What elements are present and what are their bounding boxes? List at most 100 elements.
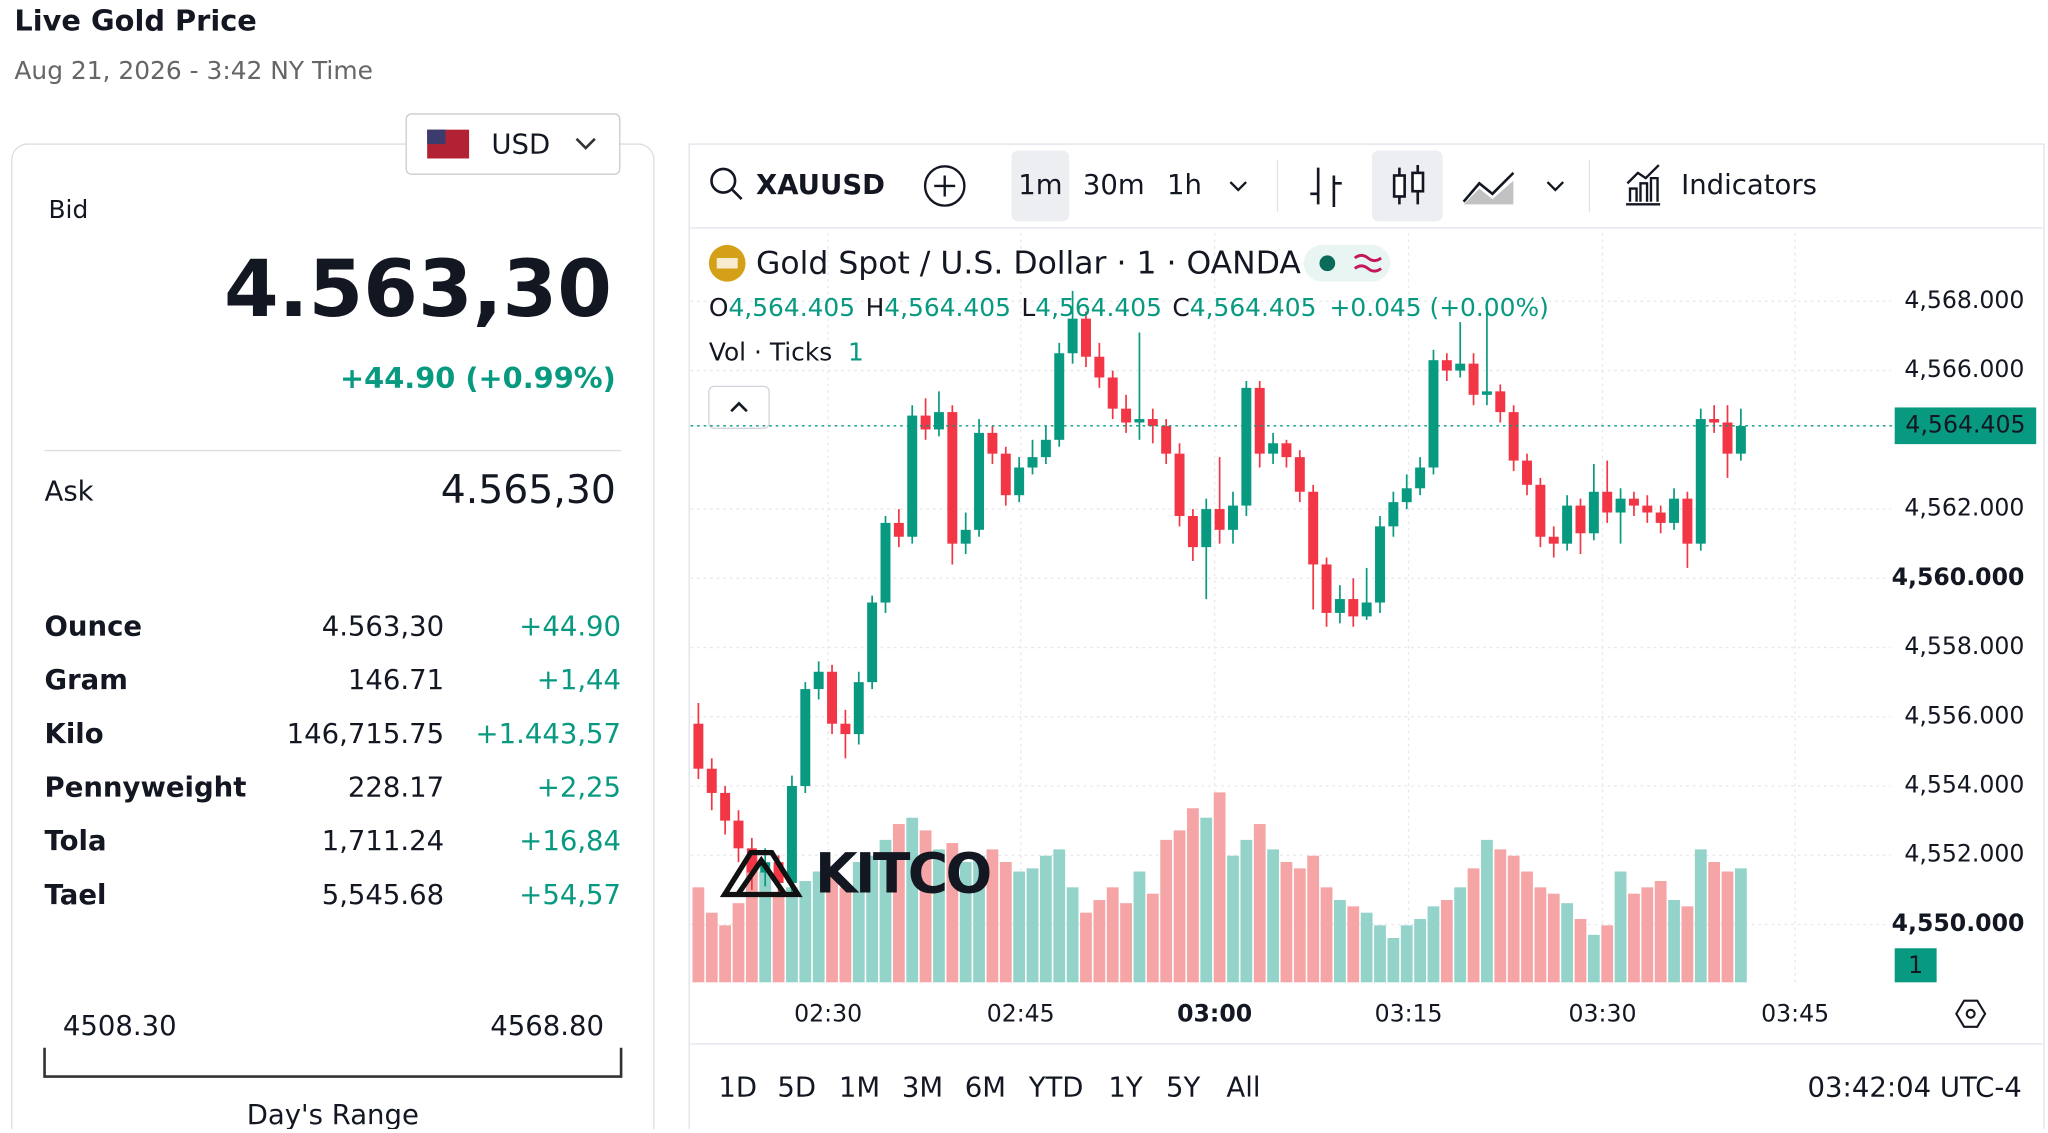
volume-bar: [1160, 839, 1173, 983]
range-button[interactable]: 5D: [777, 1071, 816, 1103]
candle-body: [1522, 460, 1533, 485]
candle-body: [1254, 387, 1265, 454]
candle-body: [827, 671, 838, 724]
candle-body: [933, 412, 944, 430]
symbol[interactable]: XAUUSD: [756, 169, 885, 201]
volume-bar: [759, 871, 772, 983]
volume-bar: [933, 849, 945, 983]
range-label: Day's Range: [247, 1099, 419, 1129]
add-icon: [934, 175, 956, 197]
candle-body: [1161, 425, 1172, 454]
volume-bar: [1093, 900, 1106, 983]
y-tick-label: 4,550.000: [1892, 909, 2025, 937]
volume-bar: [786, 887, 798, 983]
volume-bar: [1681, 906, 1694, 983]
volume-bar: [1427, 906, 1440, 983]
range-button[interactable]: 1D: [718, 1071, 757, 1103]
add-button[interactable]: [923, 165, 966, 207]
unit-price: 146,715.75: [287, 718, 445, 750]
candle-body: [1201, 509, 1212, 548]
bar-icon[interactable]: [1310, 167, 1342, 207]
unit-name: Pennyweight: [45, 771, 247, 803]
volume-bar: [732, 903, 745, 983]
settings-icon[interactable]: [1955, 999, 1987, 1028]
x-tick-label: 02:45: [987, 1000, 1055, 1028]
candle-body: [1040, 439, 1051, 458]
last-price-label: 4,564.405: [1905, 410, 2025, 438]
volume-bar: [812, 871, 825, 983]
volume-bar: [1240, 839, 1253, 983]
interval-button[interactable]: 1m: [1018, 169, 1062, 201]
candle-button[interactable]: [1371, 150, 1443, 222]
candle-body: [1027, 457, 1038, 468]
candle-body: [947, 412, 958, 544]
candle-body: [1388, 502, 1399, 527]
volume-bar: [1708, 862, 1721, 983]
volume-bar: [1454, 887, 1467, 983]
candle-body: [773, 862, 784, 883]
currency-button[interactable]: [405, 113, 621, 175]
volume-bar: [826, 868, 838, 983]
range-button[interactable]: 3M: [902, 1071, 943, 1103]
volume-bar: [1507, 855, 1520, 983]
volume-bar: [1120, 903, 1132, 983]
currency-label[interactable]: USD: [491, 128, 550, 160]
volume-bar: [1026, 868, 1039, 983]
ohlc-legend: O4,564.405 H4,564.405 L4,564.405 C4,564.405…: [709, 293, 1549, 322]
settings-icon: [1965, 1008, 1976, 1019]
volume-bar: [1534, 887, 1547, 983]
volume-bar: [1614, 871, 1627, 983]
range-button[interactable]: 6M: [965, 1071, 1006, 1103]
search-icon[interactable]: [710, 167, 737, 194]
range-button[interactable]: YTD: [1028, 1071, 1084, 1103]
legend-value: 4,564.405: [1190, 293, 1317, 322]
volume-label: Vol · Ticks: [709, 338, 832, 367]
candle-body: [1695, 419, 1706, 544]
y-tick-label: 4,562.000: [1904, 494, 2024, 522]
candle-body: [1468, 363, 1479, 395]
range-button[interactable]: 5Y: [1166, 1071, 1201, 1103]
candle-body: [960, 529, 971, 544]
candle-body: [1401, 488, 1412, 503]
candle-body: [840, 723, 851, 735]
volume-bar: [1481, 839, 1493, 983]
volume-bar: [1561, 903, 1574, 983]
volume-bar: [973, 855, 985, 983]
candle-body: [1107, 377, 1118, 409]
candle-body: [1722, 422, 1733, 454]
interval-button[interactable]: 1h: [1167, 169, 1202, 201]
status-pill: [1303, 244, 1391, 282]
gold-icon: [716, 258, 738, 269]
volume-bar: [1360, 912, 1373, 983]
range-button[interactable]: 1M: [839, 1071, 880, 1103]
volume-bar: [999, 862, 1012, 983]
volume-bar: [839, 887, 852, 983]
volume-bar: [1694, 849, 1707, 983]
interval-button[interactable]: 30m: [1083, 169, 1145, 201]
candle-body: [1294, 457, 1305, 492]
candle-body: [693, 723, 704, 769]
unit-change: +54,57: [519, 879, 621, 911]
legend-value: 4,564.405: [1035, 293, 1162, 322]
indicators-icon[interactable]: [1626, 164, 1661, 206]
volume-bar: [1601, 925, 1614, 983]
collapse-button[interactable]: [708, 385, 770, 429]
volume-bar: [1200, 817, 1213, 983]
chart-title: Gold Spot / U.S. Dollar · 1 · OANDA: [756, 246, 1301, 282]
indicators-button[interactable]: Indicators: [1681, 169, 1817, 201]
candle-body: [1428, 360, 1439, 468]
y-tick-label: 4,566.000: [1904, 355, 2024, 383]
candle-icon: [1411, 171, 1425, 193]
candle-body: [1669, 498, 1680, 523]
range-button[interactable]: All: [1226, 1071, 1260, 1103]
candle-body: [1628, 498, 1639, 506]
page-title: Live Gold Price: [14, 3, 256, 37]
volume-bar: [1213, 792, 1226, 983]
legend-change: +0.045 (+0.00%): [1330, 293, 1549, 322]
chevron[interactable]: [1229, 181, 1565, 192]
range-button[interactable]: 1Y: [1108, 1071, 1143, 1103]
candle-body: [1067, 318, 1078, 354]
ask-price: 4.565,30: [441, 468, 616, 513]
candle-body: [1121, 408, 1132, 423]
area-icon[interactable]: [1462, 171, 1515, 203]
